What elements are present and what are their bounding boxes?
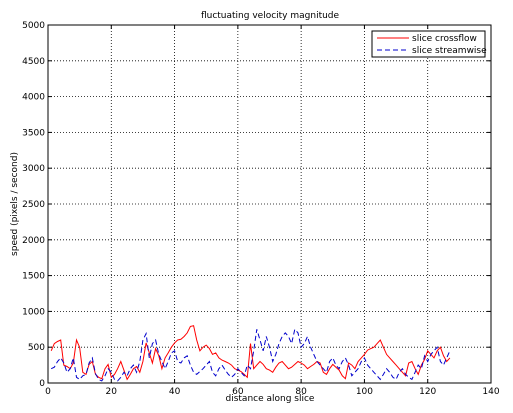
series-line-slice-streamwise xyxy=(50,328,451,382)
legend-box xyxy=(371,30,486,58)
x-tick-label: 120 xyxy=(419,387,436,397)
x-tick-label: 20 xyxy=(106,387,118,397)
ticks: 0 20 40 60 80 100 120 140 0 500 1000 1500 2000 2500 30… xyxy=(22,21,500,397)
y-tick-label: 2000 xyxy=(22,236,45,246)
legend: slice crossflow slice streamwise xyxy=(371,30,487,58)
y-tick-label: 3000 xyxy=(22,164,45,174)
series-line-slice-crossflow xyxy=(50,325,451,381)
y-tick-label: 1000 xyxy=(22,307,45,317)
x-tick-label: 140 xyxy=(482,387,499,397)
y-tick-label: 4000 xyxy=(22,93,45,103)
x-tick-label: 80 xyxy=(295,387,307,397)
y-tick-label: 3500 xyxy=(22,128,45,138)
x-tick-label: 0 xyxy=(45,387,51,397)
x-tick-label: 40 xyxy=(169,387,181,397)
x-tick-label: 100 xyxy=(356,387,373,397)
chart-title: fluctuating velocity magnitude xyxy=(201,11,340,21)
y-tick-label: 1500 xyxy=(22,272,45,282)
grid xyxy=(48,25,491,383)
y-tick-label: 5000 xyxy=(22,21,45,31)
legend-label-crossflow: slice crossflow xyxy=(412,34,477,44)
series-layer xyxy=(50,325,451,382)
x-tick-label: 60 xyxy=(232,387,244,397)
x-axis-label: distance along slice xyxy=(226,394,315,404)
y-axis-label: speed (pixels / second) xyxy=(10,152,20,256)
legend-label-streamwise: slice streamwise xyxy=(412,46,487,56)
y-tick-label: 2500 xyxy=(22,200,45,210)
y-tick-label: 500 xyxy=(28,343,45,353)
y-tick-label: 4500 xyxy=(22,57,45,67)
y-tick-label: 0 xyxy=(39,379,45,389)
